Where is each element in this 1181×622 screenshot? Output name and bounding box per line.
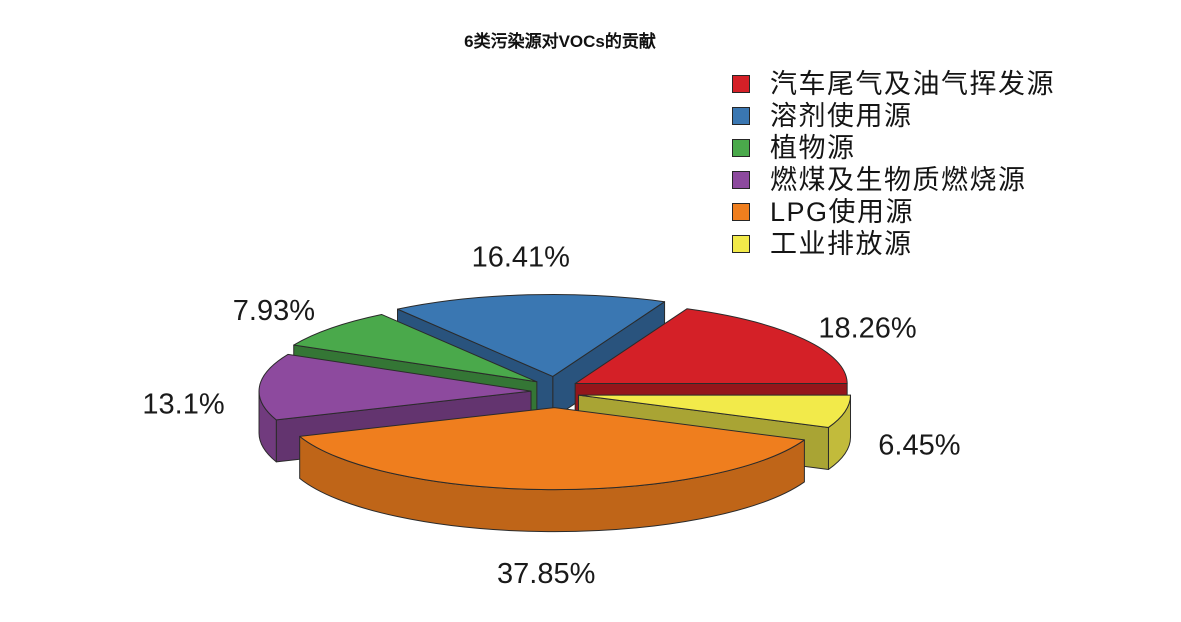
legend-swatch-2 xyxy=(732,139,750,157)
data-label-1: 16.41% xyxy=(472,242,570,274)
pie-slice-4-top xyxy=(299,407,805,491)
legend-item-5: 工业排放源 xyxy=(732,228,1055,260)
pie-slice-2-top xyxy=(293,313,538,383)
legend-label-4: LPG使用源 xyxy=(770,197,915,227)
legend-label-2: 植物源 xyxy=(770,133,856,163)
data-label-5: 6.45% xyxy=(878,429,960,461)
legend-label-5: 工业排放源 xyxy=(770,229,913,259)
legend-item-0: 汽车尾气及油气挥发源 xyxy=(732,68,1055,100)
data-label-2: 7.93% xyxy=(233,295,315,327)
data-label-4: 37.85% xyxy=(497,558,595,590)
legend-label-3: 燃煤及生物质燃烧源 xyxy=(770,165,1027,195)
legend-item-1: 溶剂使用源 xyxy=(732,100,1055,132)
chart-title: 6类污染源对VOCs的贡献 xyxy=(464,32,656,51)
data-labels: 18.26% 16.41% 7.93% 13.1% 37.85% 6.45% xyxy=(142,242,960,590)
data-label-3: 13.1% xyxy=(142,389,224,421)
legend-item-3: 燃煤及生物质燃烧源 xyxy=(732,164,1055,196)
pie-slice-1-top xyxy=(397,293,666,377)
legend-item-2: 植物源 xyxy=(732,132,1055,164)
legend-label-0: 汽车尾气及油气挥发源 xyxy=(770,69,1055,99)
legend-item-4: LPG使用源 xyxy=(732,196,1055,228)
pie-slice-3-top xyxy=(258,353,532,421)
legend-swatch-0 xyxy=(732,75,750,93)
legend-label-1: 溶剂使用源 xyxy=(770,101,913,131)
legend-swatch-5 xyxy=(732,235,750,253)
legend-swatch-4 xyxy=(732,203,750,221)
legend-swatch-3 xyxy=(732,171,750,189)
legend-swatch-1 xyxy=(732,107,750,125)
pie-slice-0-top xyxy=(574,308,848,385)
data-label-0: 18.26% xyxy=(818,312,916,344)
pie-slice-4 xyxy=(299,407,805,533)
legend: 汽车尾气及油气挥发源 溶剂使用源 植物源 燃煤及生物质燃烧源 LPG使用源 工业… xyxy=(732,68,1055,260)
pie-slices xyxy=(258,293,852,533)
pie-slice-5-top xyxy=(578,394,852,428)
